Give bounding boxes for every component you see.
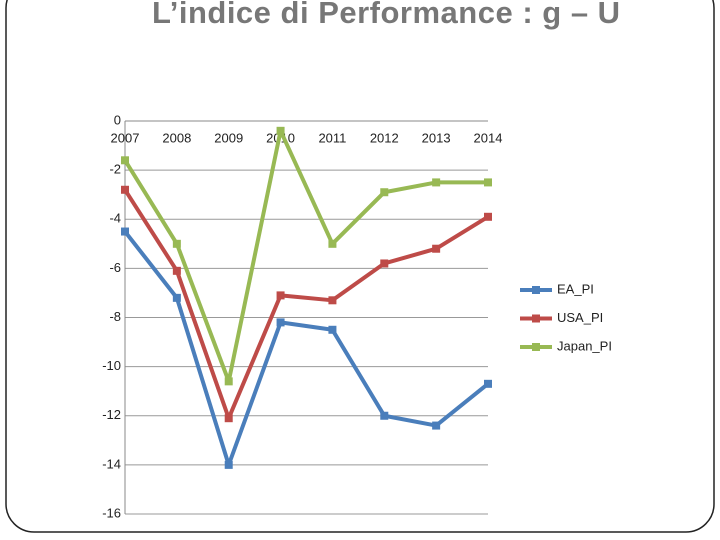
legend-marker: [532, 343, 540, 351]
data-marker: [276, 126, 285, 135]
data-marker: [432, 178, 441, 187]
y-tick-label: -6: [109, 260, 121, 275]
data-marker: [224, 414, 233, 423]
data-marker: [276, 318, 285, 327]
data-marker: [224, 460, 233, 469]
legend-marker: [532, 286, 540, 294]
y-tick-label: -16: [102, 505, 121, 520]
y-tick-label: -8: [109, 309, 121, 324]
legend-label: USA_PI: [557, 310, 603, 325]
x-tick-label: 2014: [474, 130, 503, 145]
x-tick-label: 2009: [214, 130, 243, 145]
legend-label: Japan_PI: [557, 338, 612, 353]
data-marker: [380, 259, 389, 268]
data-marker: [432, 244, 441, 253]
legend-label: EA_PI: [557, 281, 594, 296]
data-marker: [484, 178, 492, 187]
x-tick-label: 2008: [162, 130, 191, 145]
data-marker: [121, 227, 129, 236]
data-marker: [380, 188, 389, 197]
legend-marker: [532, 314, 540, 323]
data-marker: [121, 185, 129, 194]
data-marker: [328, 296, 337, 305]
series-line: [123, 128, 488, 384]
y-tick-label: -10: [102, 358, 121, 373]
y-tick-label: -14: [102, 456, 121, 471]
x-tick-label: 2013: [422, 130, 451, 145]
data-marker: [328, 325, 337, 334]
data-marker: [484, 379, 492, 388]
data-marker: [172, 239, 181, 248]
data-marker: [484, 212, 492, 221]
data-marker: [380, 411, 389, 420]
x-tick-label: 2007: [111, 130, 140, 145]
series-line: [123, 188, 490, 421]
slide-frame: [5, 0, 715, 533]
data-marker: [328, 239, 337, 248]
data-marker: [432, 421, 441, 430]
data-marker: [172, 266, 181, 275]
y-tick-label: -12: [102, 407, 121, 422]
slide-title: L’indice di Performance : g – U: [152, 0, 621, 30]
data-marker: [276, 291, 285, 300]
y-tick-label: 0: [114, 112, 121, 127]
series-line: [123, 230, 490, 467]
x-tick-label: 2011: [318, 130, 346, 145]
data-marker: [121, 156, 129, 165]
y-tick-label: -2: [109, 162, 121, 177]
data-marker: [172, 293, 181, 302]
x-tick-label: 2012: [370, 130, 399, 145]
y-tick-label: -4: [109, 211, 121, 226]
data-marker: [224, 377, 233, 386]
